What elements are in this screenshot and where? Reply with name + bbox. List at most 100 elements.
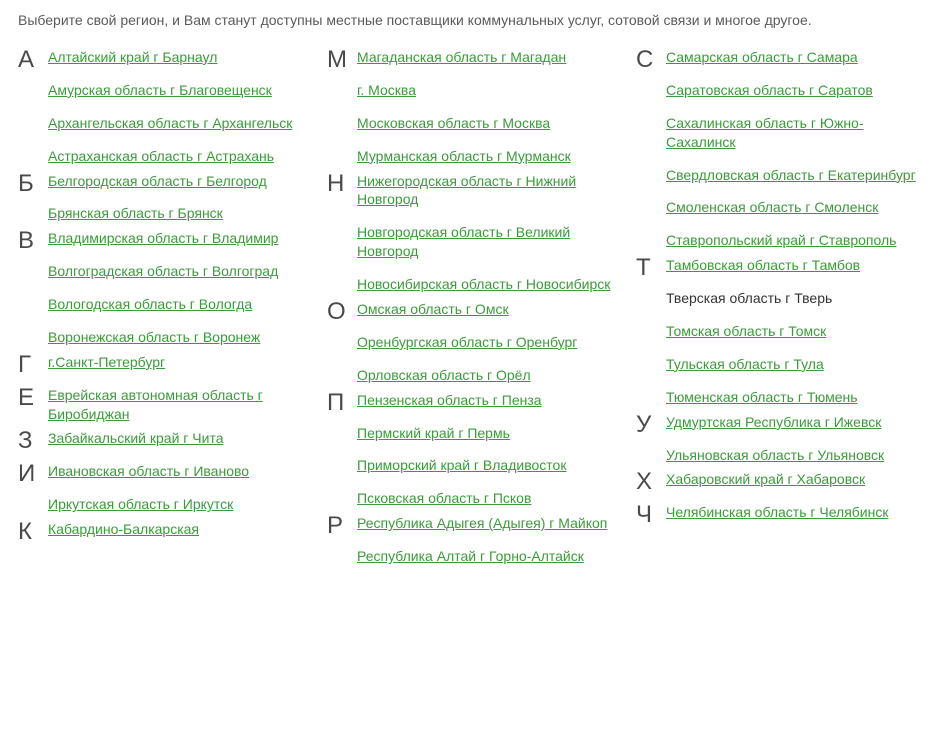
region-link[interactable]: Ульяновская область г Ульяновск	[666, 446, 925, 465]
region-link[interactable]: Свердловская область г Екатеринбург	[666, 166, 925, 185]
region-link[interactable]: Забайкальский край г Чита	[48, 429, 307, 448]
letter-group: РРеспублика Адыгея (Адыгея) г МайкопРесп…	[327, 512, 616, 566]
region-link[interactable]: Алтайский край г Барнаул	[48, 48, 307, 67]
region-link[interactable]: Московская область г Москва	[357, 114, 616, 133]
region-items: Хабаровский край г Хабаровск	[666, 468, 925, 489]
region-link[interactable]: Архангельская область г Архангельск	[48, 114, 307, 133]
region-link[interactable]: Пензенская область г Пенза	[357, 391, 616, 410]
letter-group: ХХабаровский край г Хабаровск	[636, 468, 925, 497]
region-items: Ивановская область г Иваново Иркутская об…	[48, 460, 307, 514]
region-link[interactable]: г. Москва	[357, 81, 616, 100]
region-link[interactable]: Белгородская область г Белгород	[48, 172, 307, 191]
region-link[interactable]: Омская область г Омск	[357, 300, 616, 319]
region-columns: ААлтайский край г Барнаул Амурская област…	[18, 46, 925, 570]
letter-label: Г	[18, 351, 48, 380]
letter-group: УУдмуртская Республика г Ижевск Ульяновск…	[636, 411, 925, 465]
region-items: Забайкальский край г Чита	[48, 427, 307, 448]
column: ССамарская область г Самара Саратовская о…	[636, 46, 925, 570]
region-link[interactable]: Приморский край г Владивосток	[357, 456, 616, 475]
region-link[interactable]: Еврейская автономная область г Биробиджа…	[48, 386, 307, 424]
letter-group: ККабардино-Балкарская	[18, 518, 307, 547]
region-link[interactable]: Астраханская область г Астрахань	[48, 147, 307, 166]
region-items: Республика Адыгея (Адыгея) г Майкоп Респу…	[357, 512, 616, 566]
region-link[interactable]: Магаданская область г Магадан	[357, 48, 616, 67]
region-link[interactable]: Псковская область г Псков	[357, 489, 616, 508]
region-items: Удмуртская Республика г Ижевск Ульяновска…	[666, 411, 925, 465]
column: ААлтайский край г Барнаул Амурская област…	[18, 46, 307, 570]
region-link[interactable]: Томская область г Томск	[666, 322, 925, 341]
letter-label: Х	[636, 468, 666, 497]
region-link[interactable]: Хабаровский край г Хабаровск	[666, 470, 925, 489]
region-items: Белгородская область г Белгород Брянская …	[48, 170, 307, 224]
region-link[interactable]: Мурманская область г Мурманск	[357, 147, 616, 166]
region-link[interactable]: Нижегородская область г Нижний Новгород	[357, 172, 616, 210]
letter-label: И	[18, 460, 48, 489]
region-items: Нижегородская область г Нижний Новгород Н…	[357, 170, 616, 294]
region-link[interactable]: Тамбовская область г Тамбов	[666, 256, 925, 275]
region-link[interactable]: Республика Алтай г Горно-Алтайск	[357, 547, 616, 566]
letter-label: О	[327, 298, 357, 327]
letter-group: ВВладимирская область г Владимир Волгогра…	[18, 227, 307, 347]
letter-label: З	[18, 427, 48, 456]
letter-group: Гг.Санкт-Петербург	[18, 351, 307, 380]
region-link[interactable]: Самарская область г Самара	[666, 48, 925, 67]
region-items: Кабардино-Балкарская	[48, 518, 307, 539]
region-items: Самарская область г Самара Саратовская об…	[666, 46, 925, 250]
letter-group: ННижегородская область г Нижний Новгород…	[327, 170, 616, 294]
letter-label: А	[18, 46, 48, 75]
letter-label: У	[636, 411, 666, 440]
letter-label: К	[18, 518, 48, 547]
region-link[interactable]: Амурская область г Благовещенск	[48, 81, 307, 100]
letter-group: ООмская область г Омск Оренбургская облас…	[327, 298, 616, 385]
letter-label: Ч	[636, 501, 666, 530]
letter-group: ЧЧелябинская область г Челябинск	[636, 501, 925, 530]
region-items: Магаданская область г Магадан г. Москва Мо…	[357, 46, 616, 166]
letter-label: Р	[327, 512, 357, 541]
letter-label: Т	[636, 254, 666, 283]
region-items: г.Санкт-Петербург	[48, 351, 307, 372]
letter-label: Б	[18, 170, 48, 199]
region-link[interactable]: Тюменская область г Тюмень	[666, 388, 925, 407]
region-items: Владимирская область г Владимир Волгоград…	[48, 227, 307, 347]
letter-group: ППензенская область г Пенза Пермский край…	[327, 389, 616, 509]
region-items: Алтайский край г Барнаул Амурская область…	[48, 46, 307, 166]
region-link[interactable]: Смоленская область г Смоленск	[666, 198, 925, 217]
region-link[interactable]: Челябинская область г Челябинск	[666, 503, 925, 522]
region-link[interactable]: Сахалинская область г Южно-Сахалинск	[666, 114, 925, 152]
region-link[interactable]: Тульская область г Тула	[666, 355, 925, 374]
letter-label: М	[327, 46, 357, 75]
region-link[interactable]: Ставропольский край г Ставрополь	[666, 231, 925, 250]
letter-label: С	[636, 46, 666, 75]
header-text: Выберите свой регион, и Вам станут досту…	[18, 12, 925, 28]
region-link[interactable]: Волгоградская область г Волгоград	[48, 262, 307, 281]
region-link[interactable]: Пермский край г Пермь	[357, 424, 616, 443]
region-link[interactable]: Оренбургская область г Оренбург	[357, 333, 616, 352]
region-link[interactable]: Кабардино-Балкарская	[48, 520, 307, 539]
letter-group: ЗЗабайкальский край г Чита	[18, 427, 307, 456]
region-link[interactable]: Новгородская область г Великий Новгород	[357, 223, 616, 261]
region-link[interactable]: Вологодская область г Вологда	[48, 295, 307, 314]
region-link[interactable]: Ивановская область г Иваново	[48, 462, 307, 481]
region-link[interactable]: Владимирская область г Владимир	[48, 229, 307, 248]
region-link[interactable]: Новосибирская область г Новосибирск	[357, 275, 616, 294]
region-link[interactable]: Республика Адыгея (Адыгея) г Майкоп	[357, 514, 616, 533]
letter-label: Н	[327, 170, 357, 199]
letter-group: ААлтайский край г Барнаул Амурская област…	[18, 46, 307, 166]
letter-group: ЕЕврейская автономная область г Биробидж…	[18, 384, 307, 424]
region-link[interactable]: Удмуртская Республика г Ижевск	[666, 413, 925, 432]
region-items: Еврейская автономная область г Биробиджа…	[48, 384, 307, 424]
letter-group: ББелгородская область г Белгород Брянская…	[18, 170, 307, 224]
region-link[interactable]: Саратовская область г Саратов	[666, 81, 925, 100]
region-link[interactable]: Воронежская область г Воронеж	[48, 328, 307, 347]
region-link[interactable]: Иркутская область г Иркутск	[48, 495, 307, 514]
letter-label: П	[327, 389, 357, 418]
region-link[interactable]: г.Санкт-Петербург	[48, 353, 307, 372]
letter-label: В	[18, 227, 48, 256]
region-items: Челябинская область г Челябинск	[666, 501, 925, 522]
region-link[interactable]: Брянская область г Брянск	[48, 204, 307, 223]
region-items: Пензенская область г Пенза Пермский край …	[357, 389, 616, 509]
region-items: Тамбовская область г ТамбовТверская обла…	[666, 254, 925, 406]
letter-group: ТТамбовская область г ТамбовТверская обл…	[636, 254, 925, 406]
region-link[interactable]: Орловская область г Орёл	[357, 366, 616, 385]
letter-group: ССамарская область г Самара Саратовская о…	[636, 46, 925, 250]
